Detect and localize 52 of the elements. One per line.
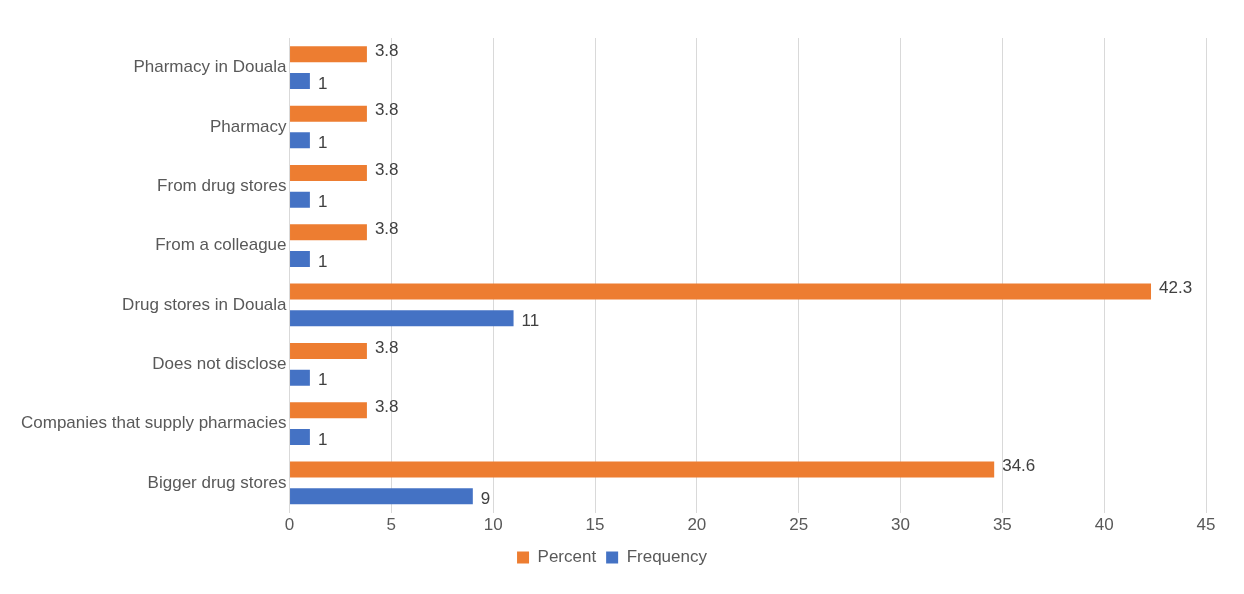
bar [290,283,1152,300]
data-label: 1 [317,73,328,93]
data-label: 3.8 [374,396,399,416]
y-tick-label: Pharmacy in Douala [133,57,288,77]
bar [290,46,367,63]
legend-label: Percent [537,547,597,567]
data-label: 3.8 [374,41,399,60]
data-label: 3.8 [374,159,399,179]
y-tick-label: Bigger drug stores [147,472,287,492]
x-tick-label: 40 [1094,515,1114,535]
x-tick-label: 20 [687,515,707,535]
y-tick-label: Pharmacy [209,116,288,136]
bar [290,461,995,478]
y-tick-label: Drug stores in Douala [122,294,288,314]
bar [290,191,310,208]
data-label: 1 [317,192,328,212]
data-label: 3.8 [374,100,399,120]
x-tick-label: 10 [483,515,503,535]
bar [290,105,367,122]
bar [290,342,367,359]
x-tick-label: 0 [284,515,295,535]
bar [290,224,367,241]
data-label: 11 [521,311,540,330]
bar [290,428,310,445]
y-tick-label: From drug stores [157,176,287,195]
data-label: 1 [317,429,328,449]
bar [290,132,310,149]
data-label: 3.8 [374,218,399,238]
bar [290,164,367,181]
y-tick-label: Does not disclose [152,353,287,373]
bar [290,402,367,419]
y-tick-label: Companies that supply pharmacies [20,413,287,433]
data-label: 9 [480,488,491,508]
bar [290,73,310,90]
data-label: 42.3 [1159,278,1193,298]
data-label: 3.8 [374,337,399,357]
bar [290,310,514,327]
data-label: 1 [317,251,328,271]
x-tick-label: 25 [789,515,809,535]
x-tick-label: 45 [1196,515,1216,535]
bar [290,488,473,505]
bar [290,250,310,267]
x-tick-label: 35 [992,515,1012,535]
y-tick-label: From a colleague [155,235,287,255]
x-tick-label: 5 [386,515,397,535]
bar [290,369,310,386]
data-label: 34.6 [1002,456,1036,476]
data-label: 1 [317,370,328,390]
x-tick-label: 30 [891,515,910,535]
legend-label: Frequency [626,547,708,567]
x-tick-label: 15 [585,515,605,535]
data-label: 1 [317,133,328,153]
